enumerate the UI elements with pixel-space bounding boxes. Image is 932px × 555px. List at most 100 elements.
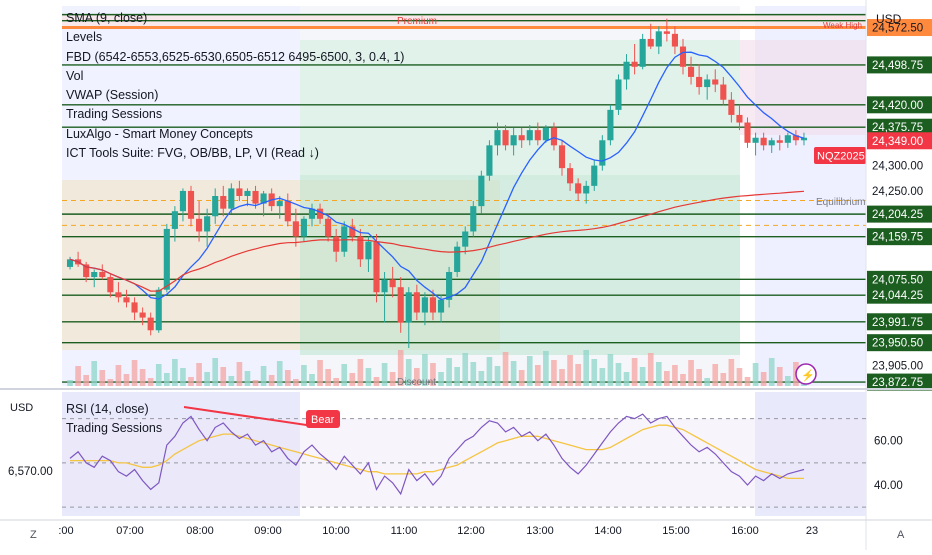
volume-bar bbox=[139, 369, 146, 386]
x-tick-label: 11:00 bbox=[391, 525, 418, 537]
volume-bar bbox=[309, 374, 315, 386]
volume-bar bbox=[655, 362, 662, 386]
volume-bar bbox=[744, 377, 751, 386]
legend-item-vol[interactable]: Vol bbox=[66, 68, 84, 83]
price-label: 24,044.25 bbox=[872, 290, 923, 302]
candle-body bbox=[316, 208, 324, 219]
candle-body bbox=[454, 246, 461, 272]
legend-item-sessions[interactable]: Trading Sessions bbox=[66, 107, 163, 122]
candle-body bbox=[405, 292, 412, 323]
volume-bar bbox=[83, 375, 89, 386]
candle-body bbox=[284, 201, 291, 222]
legend-item-luxalgo[interactable]: LuxAlgo - Smart Money Concepts bbox=[66, 126, 253, 141]
candle-body bbox=[244, 190, 251, 196]
candle-body bbox=[66, 259, 74, 267]
volume-bar bbox=[567, 355, 573, 386]
volume-bar bbox=[438, 372, 444, 386]
candle-body bbox=[615, 79, 622, 110]
candle-body bbox=[397, 287, 404, 323]
candle-body bbox=[623, 61, 630, 80]
candle-body bbox=[357, 236, 364, 260]
volume-bar bbox=[704, 378, 711, 386]
candle-body bbox=[760, 137, 767, 146]
candle-body bbox=[446, 272, 453, 300]
currency-label[interactable]: USD bbox=[876, 12, 902, 26]
candle-body bbox=[300, 218, 307, 237]
candle-body bbox=[792, 135, 799, 141]
x-tick-label: 15:00 bbox=[662, 525, 690, 537]
candle-body bbox=[365, 241, 372, 260]
x-tick-label: 09:00 bbox=[254, 525, 282, 537]
candle-body bbox=[462, 231, 469, 247]
volume-bar bbox=[486, 357, 493, 386]
candle-body bbox=[752, 137, 759, 143]
sma-line bbox=[69, 51, 805, 301]
candle-body bbox=[687, 66, 695, 77]
candle-body bbox=[429, 297, 437, 313]
legend-item-sma[interactable]: SMA (9, close) bbox=[66, 11, 148, 25]
legend-item-fbd[interactable]: FBD (6542-6553,6525-6530,6505-6512 6495-… bbox=[66, 49, 405, 64]
candle-body bbox=[696, 76, 703, 88]
candle-body bbox=[381, 279, 388, 293]
price-label-bg bbox=[867, 334, 932, 352]
candle-body bbox=[558, 145, 566, 169]
candle-body bbox=[712, 79, 719, 85]
price-label: 24,572.50 bbox=[872, 23, 923, 35]
volume-bar bbox=[776, 367, 783, 386]
volume-bar bbox=[163, 373, 170, 386]
candle-body bbox=[115, 292, 122, 298]
candle-body bbox=[575, 183, 582, 194]
volume-bar bbox=[631, 358, 638, 386]
legend-item-vwap[interactable]: VWAP (Session) bbox=[66, 88, 159, 103]
candle-body bbox=[679, 46, 687, 67]
price-label: 24,420.00 bbox=[872, 100, 923, 112]
candle-body bbox=[437, 299, 445, 313]
candle-body bbox=[639, 38, 646, 67]
volume-bar bbox=[760, 372, 767, 386]
volume-bar bbox=[559, 369, 565, 386]
volume-bar bbox=[325, 369, 331, 386]
auto-scale-corner[interactable]: A bbox=[897, 529, 905, 541]
volume-bar bbox=[389, 372, 396, 386]
candle-body bbox=[494, 130, 501, 146]
discount-label: Discount bbox=[397, 377, 436, 388]
rsi-legend-sessions[interactable]: Trading Sessions bbox=[66, 421, 163, 435]
candle-body bbox=[744, 122, 751, 143]
volume-bar bbox=[422, 354, 428, 386]
candle-body bbox=[325, 218, 332, 237]
price-label: 24,250.00 bbox=[872, 186, 923, 198]
rsi-left-value: 6,570.00 bbox=[8, 466, 53, 478]
volume-bar bbox=[268, 375, 275, 386]
rsi-currency-label[interactable]: USD bbox=[10, 402, 34, 414]
volume-bar bbox=[591, 359, 598, 386]
volume-bar bbox=[518, 370, 525, 386]
candle-body bbox=[776, 140, 783, 143]
volume-bar bbox=[615, 363, 622, 386]
candle-body bbox=[534, 130, 541, 141]
volume-bar bbox=[155, 364, 162, 386]
timezone-corner[interactable]: Z bbox=[30, 529, 37, 541]
candle-body bbox=[107, 277, 114, 293]
candle-body bbox=[220, 196, 227, 209]
volume-bar bbox=[583, 350, 590, 386]
price-label-bg bbox=[867, 373, 932, 391]
legend-item-levels[interactable]: Levels bbox=[66, 30, 103, 45]
candle-body bbox=[341, 226, 348, 252]
bear-divergence-line bbox=[183, 406, 321, 428]
volume-bar bbox=[349, 373, 356, 386]
rsi-legend-item[interactable]: RSI (14, close) bbox=[66, 402, 149, 416]
volume-bar bbox=[478, 371, 485, 386]
candle-body bbox=[163, 228, 170, 290]
weak-high-label: Weak High bbox=[823, 21, 862, 30]
volume-bar bbox=[75, 366, 81, 386]
candle-body bbox=[147, 317, 154, 331]
volume-bar bbox=[768, 358, 775, 386]
candle-body bbox=[607, 109, 614, 141]
legend-item-ict[interactable]: ICT Tools Suite: FVG, OB/BB, LP, VI (Rea… bbox=[66, 146, 319, 161]
candle-body bbox=[720, 84, 727, 100]
price-label: 24,075.50 bbox=[872, 274, 923, 286]
volume-bar bbox=[172, 359, 178, 386]
rsi-tick-label: 60.00 bbox=[874, 436, 903, 448]
